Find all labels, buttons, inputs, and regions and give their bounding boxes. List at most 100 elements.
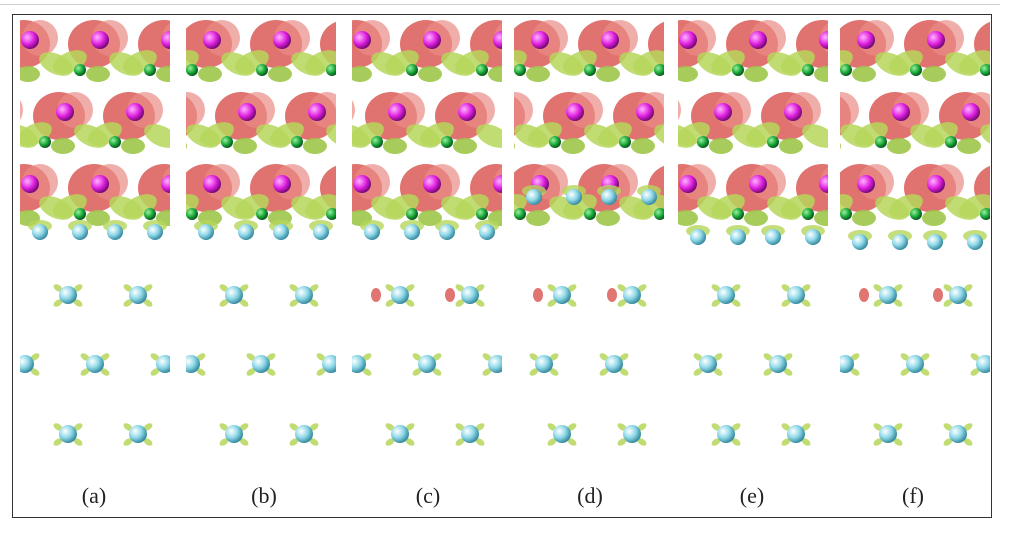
magenta-atom xyxy=(531,31,549,49)
green-lobe xyxy=(412,353,422,361)
cyan-atom xyxy=(605,355,623,373)
green-isosurface xyxy=(86,66,110,82)
green-isosurface xyxy=(596,210,620,226)
green-atom xyxy=(256,208,268,220)
green-lobe xyxy=(405,284,415,292)
isosurface-svg xyxy=(186,20,336,446)
green-lobe xyxy=(123,299,133,307)
green-lobe xyxy=(53,299,63,307)
cyan-atom xyxy=(322,355,336,373)
red-isosurface xyxy=(859,288,869,302)
cyan-atom xyxy=(787,425,805,443)
green-atom xyxy=(371,136,383,148)
green-lobe xyxy=(943,284,953,292)
green-lobe xyxy=(711,299,721,307)
green-lobe xyxy=(529,353,539,361)
green-lobe xyxy=(405,423,415,431)
green-lobe xyxy=(80,368,90,376)
green-atom xyxy=(945,136,957,148)
red-isosurface xyxy=(533,288,543,302)
cyan-atom xyxy=(906,355,924,373)
green-isosurface xyxy=(526,66,550,82)
green-lobe xyxy=(781,438,791,446)
magenta-atom xyxy=(203,175,221,193)
red-isosurface xyxy=(607,288,617,302)
cyan-atom xyxy=(147,224,163,240)
cyan-atom xyxy=(852,234,868,250)
green-lobe xyxy=(239,438,249,446)
cyan-atom xyxy=(461,425,479,443)
green-lobe xyxy=(781,423,791,431)
magenta-atom xyxy=(458,103,476,121)
green-lobe xyxy=(893,438,903,446)
green-lobe xyxy=(567,423,577,431)
magenta-atom xyxy=(493,31,502,49)
cyan-atom xyxy=(107,224,123,240)
green-lobe xyxy=(900,368,910,376)
cyan-atom xyxy=(59,286,77,304)
green-lobe xyxy=(100,368,110,376)
green-isosurface xyxy=(678,66,698,82)
green-atom xyxy=(326,64,336,76)
cyan-atom xyxy=(32,224,48,240)
green-lobe xyxy=(266,353,276,361)
green-lobe xyxy=(637,299,647,307)
magenta-atom xyxy=(238,103,256,121)
green-isosurface xyxy=(514,142,515,150)
green-isosurface xyxy=(418,210,442,226)
green-atom xyxy=(441,136,453,148)
magenta-atom xyxy=(892,103,910,121)
green-lobe xyxy=(309,423,319,431)
green-isosurface xyxy=(561,138,585,154)
green-lobe xyxy=(781,284,791,292)
green-isosurface xyxy=(303,138,327,154)
green-atom xyxy=(326,208,336,220)
cyan-atom xyxy=(156,355,170,373)
magenta-atom xyxy=(601,31,619,49)
green-atom xyxy=(144,64,156,76)
green-atom xyxy=(654,208,664,220)
green-lobe xyxy=(73,438,83,446)
green-lobe xyxy=(711,284,721,292)
magenta-atom xyxy=(493,175,502,193)
figure-frame xyxy=(12,14,992,518)
green-isosurface xyxy=(144,124,170,148)
green-lobe xyxy=(711,423,721,431)
green-lobe xyxy=(619,368,629,376)
green-lobe xyxy=(219,299,229,307)
green-lobe xyxy=(781,299,791,307)
green-lobe xyxy=(289,284,299,292)
magenta-atom xyxy=(819,31,828,49)
green-lobe xyxy=(219,438,229,446)
green-lobe xyxy=(309,284,319,292)
red-isosurface xyxy=(20,100,23,120)
magenta-atom xyxy=(21,31,39,49)
panel-label-e: (e) xyxy=(739,483,765,508)
green-atom xyxy=(910,64,922,76)
cyan-atom xyxy=(699,355,717,373)
magenta-atom xyxy=(927,31,945,49)
green-atom xyxy=(802,64,814,76)
magenta-atom xyxy=(273,31,291,49)
green-atom xyxy=(980,64,990,76)
green-lobe xyxy=(731,438,741,446)
isosurface-svg xyxy=(352,20,502,446)
green-atom xyxy=(74,208,86,220)
green-lobe xyxy=(432,368,442,376)
green-lobe xyxy=(123,438,133,446)
panel-c xyxy=(352,16,502,456)
green-lobe xyxy=(567,284,577,292)
green-atom xyxy=(697,136,709,148)
green-lobe xyxy=(246,353,256,361)
green-isosurface xyxy=(156,66,170,82)
green-lobe xyxy=(196,353,206,361)
green-lobe xyxy=(801,299,811,307)
green-isosurface xyxy=(383,138,407,154)
green-lobe xyxy=(143,299,153,307)
panel-label-c: (c) xyxy=(415,483,441,508)
green-atom xyxy=(109,136,121,148)
green-lobe xyxy=(432,353,442,361)
green-isosurface xyxy=(678,210,698,226)
green-atom xyxy=(767,136,779,148)
panel-b xyxy=(186,16,336,456)
